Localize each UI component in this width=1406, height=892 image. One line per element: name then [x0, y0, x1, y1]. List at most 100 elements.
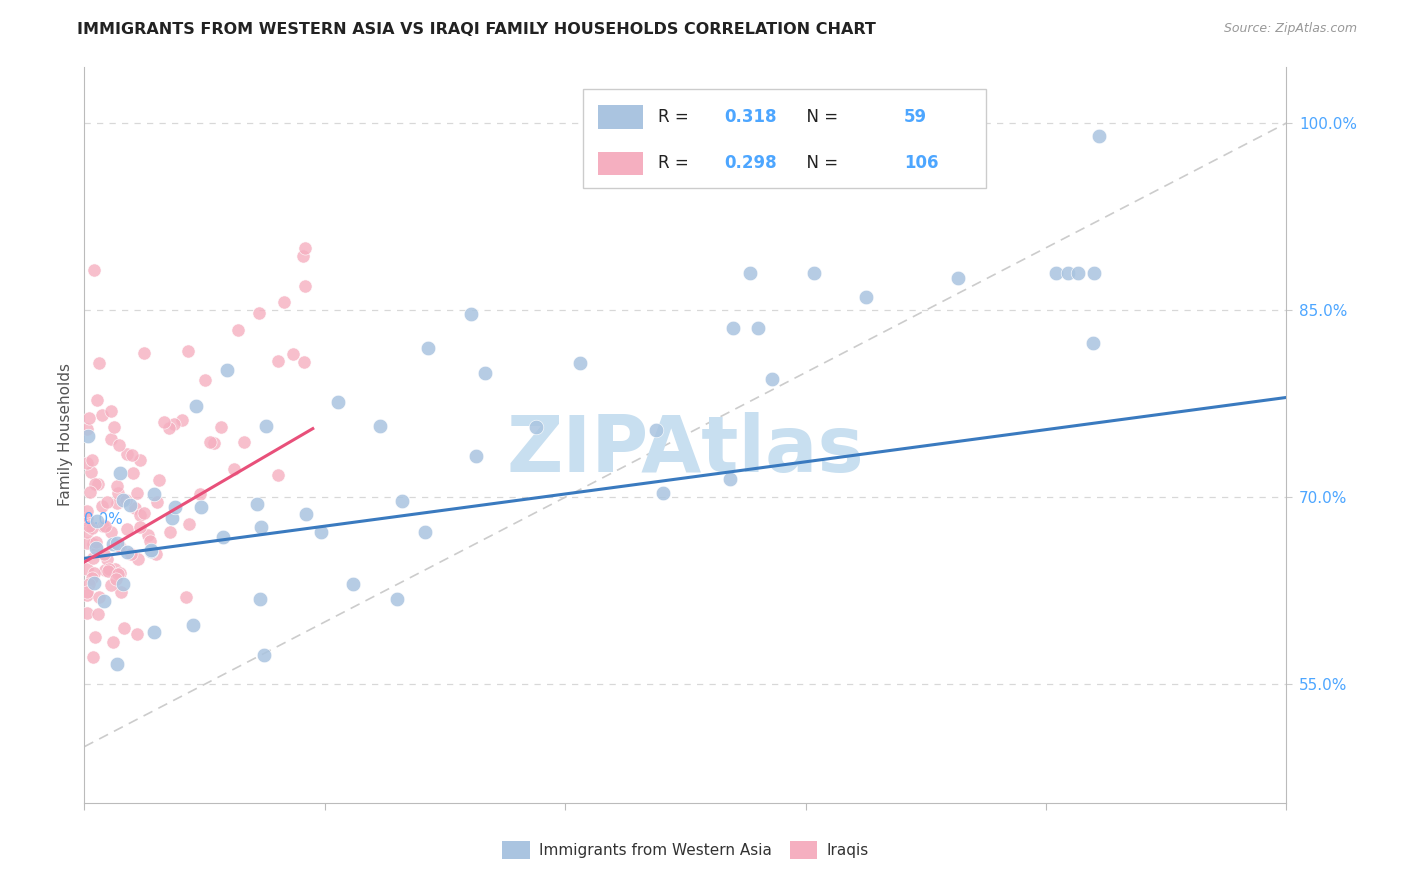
Text: N =: N = — [796, 108, 844, 126]
Point — [82, 551, 104, 566]
FancyBboxPatch shape — [598, 105, 644, 128]
Point — [385, 592, 408, 607]
Point — [83, 630, 105, 644]
Point — [101, 634, 124, 648]
Point — [132, 506, 155, 520]
Point — [761, 371, 783, 385]
Text: ZIPAtlas: ZIPAtlas — [506, 411, 865, 488]
Point — [83, 566, 105, 581]
Text: Source: ZipAtlas.com: Source: ZipAtlas.com — [1223, 22, 1357, 36]
Point — [222, 461, 245, 475]
Point — [100, 432, 122, 446]
Point — [157, 420, 180, 434]
Point — [226, 323, 249, 337]
Point — [139, 544, 162, 558]
Point — [194, 373, 217, 387]
Point — [267, 354, 290, 368]
Point — [87, 607, 110, 621]
Point — [108, 539, 131, 553]
Point — [94, 563, 117, 577]
Point — [139, 542, 162, 557]
Point — [86, 542, 108, 557]
Point — [202, 436, 225, 450]
Point — [93, 594, 115, 608]
Point — [163, 500, 186, 514]
Point — [120, 547, 142, 561]
Point — [148, 473, 170, 487]
Point — [184, 399, 207, 413]
Point — [309, 524, 332, 539]
Point — [104, 572, 127, 586]
Point — [143, 487, 166, 501]
Point — [84, 541, 107, 555]
Point — [86, 393, 108, 408]
Point — [160, 511, 183, 525]
Point — [77, 576, 100, 591]
Point — [96, 551, 118, 566]
Point — [77, 518, 100, 533]
Point — [110, 566, 132, 581]
Point — [105, 536, 128, 550]
Point — [391, 494, 413, 508]
Point — [112, 621, 135, 635]
Point — [652, 486, 675, 500]
Point — [129, 508, 152, 522]
Point — [326, 395, 349, 409]
Point — [91, 518, 114, 533]
Point — [524, 420, 547, 434]
Point — [77, 411, 100, 425]
Point — [127, 485, 149, 500]
Point — [249, 592, 271, 607]
Point — [127, 627, 149, 641]
Point — [253, 648, 276, 662]
Point — [121, 467, 143, 481]
Point — [170, 413, 193, 427]
Point — [80, 465, 103, 479]
Point — [247, 306, 270, 320]
Point — [76, 562, 98, 576]
Point — [76, 422, 98, 436]
Point — [87, 355, 110, 369]
Point — [110, 584, 132, 599]
Point — [124, 500, 146, 515]
Point — [111, 493, 134, 508]
Point — [129, 452, 152, 467]
Point — [110, 540, 132, 554]
Point — [212, 530, 235, 544]
FancyBboxPatch shape — [598, 152, 644, 175]
Point — [250, 520, 273, 534]
Point — [82, 536, 104, 550]
FancyBboxPatch shape — [583, 89, 986, 188]
Point — [266, 467, 288, 482]
Point — [105, 657, 128, 671]
Point — [76, 514, 98, 528]
Point — [568, 355, 591, 369]
Point — [115, 492, 138, 507]
Point — [97, 564, 120, 578]
Point — [217, 363, 239, 377]
Point — [103, 420, 125, 434]
Point — [90, 499, 112, 513]
Point — [273, 295, 295, 310]
Point — [93, 547, 115, 561]
Point — [76, 525, 98, 540]
Point — [233, 435, 256, 450]
Text: 59: 59 — [904, 108, 928, 126]
Point — [97, 562, 120, 576]
Point — [84, 477, 107, 491]
Point — [91, 408, 114, 422]
Point — [174, 590, 197, 604]
Point — [107, 438, 129, 452]
Point — [855, 290, 877, 304]
Point — [128, 520, 150, 534]
Point — [134, 345, 156, 359]
Point — [738, 266, 761, 280]
Point — [163, 417, 186, 432]
Point — [76, 536, 98, 550]
Point — [143, 624, 166, 639]
Y-axis label: Family Households: Family Households — [58, 363, 73, 507]
Point — [1083, 266, 1105, 280]
Point — [177, 344, 200, 359]
Point — [1067, 266, 1090, 280]
Point — [115, 545, 138, 559]
